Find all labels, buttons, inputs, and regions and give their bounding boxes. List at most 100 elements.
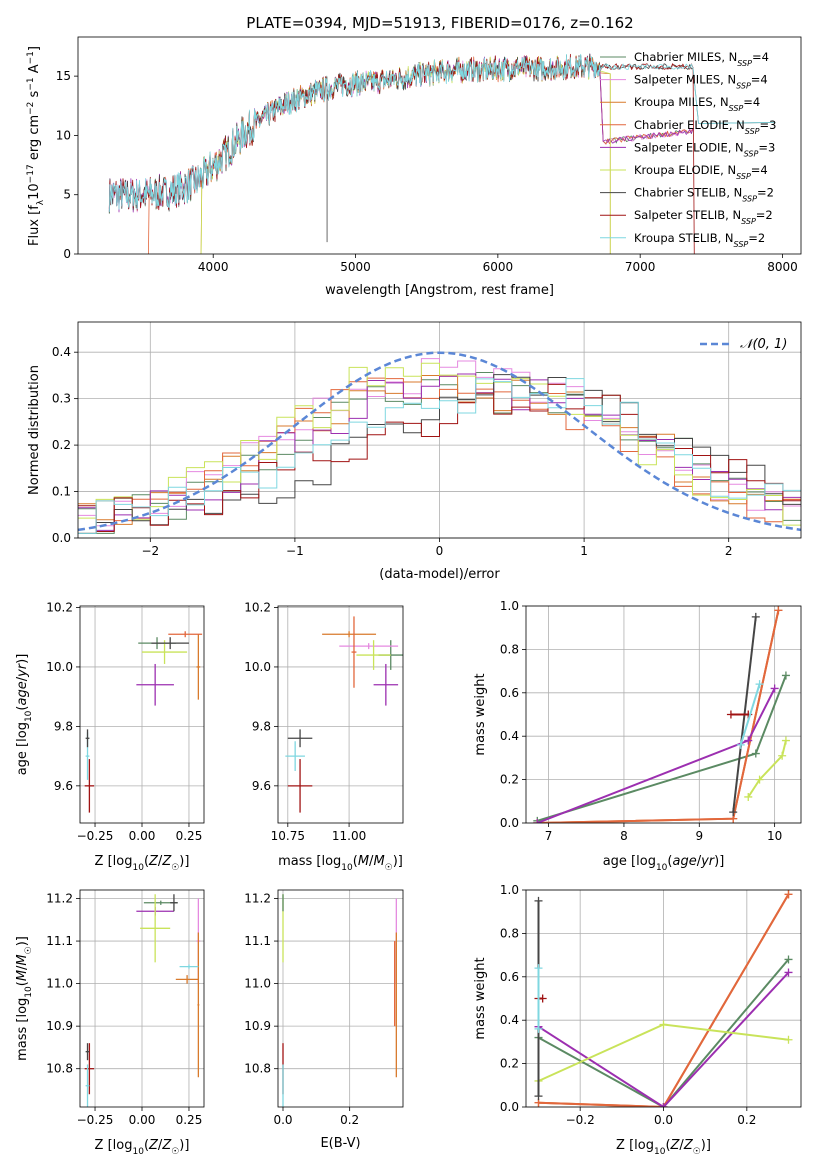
y-tick-label: 9.6 xyxy=(54,779,73,793)
y-tick-label: 0.4 xyxy=(52,345,71,359)
x-tick-label: 0.25 xyxy=(176,1113,203,1127)
y-tick-label: 0.2 xyxy=(500,1057,519,1071)
legend-label-normal: 𝒩(0, 1) xyxy=(740,337,787,352)
age-weight-marker-chabrier_elodie xyxy=(774,606,783,615)
z-weight-marker-salpeter_elodie xyxy=(659,1103,668,1107)
x-tick-label: 4000 xyxy=(198,260,229,274)
axes-frame xyxy=(79,889,205,1108)
x-tick-label: 10 xyxy=(767,829,782,843)
z-mass-point-salpeter_stelib xyxy=(84,1043,95,1095)
x-axis-label: mass [log10(M/M☉)] xyxy=(278,854,403,873)
legend-label-chabrier_miles: Chabrier MILES, NSSP=4 xyxy=(634,50,769,68)
x-axis-label: Z [log10(Z/Z☉)] xyxy=(616,1138,711,1157)
legend-label-chabrier_elodie: Chabrier ELODIE, NSSP=3 xyxy=(634,118,776,136)
x-tick-label: 11.00 xyxy=(332,829,366,843)
z-weight-marker-kroupa_stelib xyxy=(534,1024,543,1033)
y-tick-label: 0.6 xyxy=(500,970,519,984)
z-weight-line-chabrier_elodie xyxy=(538,893,790,1107)
z-age-point-chabrier_stelib xyxy=(151,637,189,650)
x-tick-label: 7 xyxy=(545,829,553,843)
y-tick-label: 0.8 xyxy=(500,926,519,940)
y-tick-label: 1.0 xyxy=(500,883,519,897)
y-tick-label: 10.0 xyxy=(244,660,271,674)
x-tick-label: 0.25 xyxy=(176,829,203,843)
age-weight-marker-chabrier_stelib xyxy=(751,612,760,621)
x-tick-label: 6000 xyxy=(483,260,514,274)
residuals-x-label: (data-model)/error xyxy=(379,567,500,582)
z-weight-marker-chabrier_elodie xyxy=(784,890,793,899)
z-mass-point-kroupa_stelib xyxy=(85,1064,90,1107)
legend-label-salpeter_miles: Salpeter MILES, NSSP=4 xyxy=(634,73,768,91)
age-weight-line-kroupa_stelib xyxy=(739,683,761,746)
mass-age-point-chabrier_elodie xyxy=(351,616,357,688)
age-weight-marker-kroupa_elodie xyxy=(755,775,764,784)
mass-age-point-kroupa_miles xyxy=(322,631,377,638)
z-age-points xyxy=(84,631,203,813)
y-tick-label: 11.0 xyxy=(244,977,271,991)
z-age-point-kroupa_elodie xyxy=(142,640,188,664)
x-tick-label: −0.25 xyxy=(77,829,114,843)
x-tick-label: 0.2 xyxy=(340,1113,359,1127)
y-axis-label: mass weight xyxy=(473,957,488,1039)
y-tick-label: 9.8 xyxy=(54,719,73,733)
x-tick-label: −0.25 xyxy=(77,1113,114,1127)
axes-frame xyxy=(79,605,205,824)
mass-age-panel: 10.75 11.00 9.6 9.8 10.0 10.2 mass [log10(M/M☉… xyxy=(244,600,404,873)
z-mass-points xyxy=(84,894,201,1107)
y-axis-label: mass weight xyxy=(473,673,488,755)
residual-histograms xyxy=(78,351,801,534)
age-weight-marker-salpeter_elodie xyxy=(744,736,753,745)
z-mass-panel: −0.25 0.00 0.25 10.8 10.9 11.0 11.1 11.2 Z [log1… xyxy=(15,889,205,1157)
z-mass-point-chabrier_stelib xyxy=(85,1043,90,1061)
z-mass-point-kroupa_miles xyxy=(197,932,200,1078)
y-tick-label: 10.9 xyxy=(46,1019,73,1033)
age-weight-marker-kroupa_elodie xyxy=(744,792,753,801)
y-axis-label: mass [log10(M/M☉)] xyxy=(15,936,34,1061)
z-weight-marker-chabrier_stelib xyxy=(534,896,543,905)
x-tick-label: 2 xyxy=(725,544,733,558)
x-tick-label: 1 xyxy=(580,544,588,558)
y-tick-label: 10 xyxy=(56,128,71,142)
y-tick-label: 9.6 xyxy=(252,779,271,793)
residuals-panel: −2 −1 0 1 2 0.0 0.1 0.2 0.3 0.4 𝒩(0, 1) (data-model… xyxy=(27,321,802,582)
z-weight-marker-salpeter_elodie xyxy=(784,968,793,977)
spectrum-y-label: Flux [fλ10−17 erg cm−2 s−1 A−1] xyxy=(26,46,46,246)
z-age-point-salpeter_elodie xyxy=(136,663,174,706)
legend-label-chabrier_stelib: Chabrier STELIB, NSSP=2 xyxy=(634,186,774,204)
y-tick-label: 10.2 xyxy=(46,600,73,614)
z-age-point-salpeter_stelib xyxy=(84,759,95,813)
y-tick-label: 5 xyxy=(63,188,71,202)
age-weight-marker-kroupa_elodie xyxy=(781,736,790,745)
ebv-mass-points xyxy=(282,894,397,1107)
age-weight-marker-chabrier_stelib xyxy=(729,808,738,817)
legend-label-kroupa_stelib: Kroupa STELIB, NSSP=2 xyxy=(634,231,765,249)
z-weight-marker-kroupa_elodie xyxy=(659,1020,668,1029)
legend-label-salpeter_elodie: Salpeter ELODIE, NSSP=3 xyxy=(634,140,775,158)
z-mass-point-chabrier_stelib xyxy=(170,894,178,912)
z-weight-marker-kroupa_elodie xyxy=(784,1035,793,1044)
legend-label-salpeter_stelib: Salpeter STELIB, NSSP=2 xyxy=(634,208,773,226)
age-weight-marker-chabrier_miles xyxy=(781,671,790,680)
axes-frame xyxy=(525,605,802,824)
y-tick-label: 11.2 xyxy=(244,892,271,906)
y-tick-label: 0.4 xyxy=(500,1013,519,1027)
z-weight-panel: −0.2 0.0 0.2 0.0 0.2 0.4 0.6 0.8 1.0 mass weight Z… xyxy=(473,883,802,1157)
z-age-point-chabrier_stelib xyxy=(85,729,90,748)
y-tick-label: 10.9 xyxy=(244,1019,271,1033)
x-axis-label: Z [log10(Z/Z☉)] xyxy=(95,1138,190,1157)
histogram-kroupa_stelib xyxy=(78,378,801,534)
y-tick-label: 15 xyxy=(56,69,71,83)
mass-age-point-salpeter_stelib xyxy=(287,759,313,813)
y-tick-label: 11.2 xyxy=(46,892,73,906)
x-tick-label: −1 xyxy=(286,544,304,558)
ebv-mass-panel: 0.0 0.2 10.8 10.9 11.0 11.1 11.2 E(B-V) xyxy=(244,889,404,1151)
x-axis-label: E(B-V) xyxy=(320,1136,360,1151)
age-weight-line-chabrier_elodie xyxy=(537,610,780,823)
age-weight-marker-kroupa_elodie xyxy=(778,751,787,760)
x-tick-label: 8 xyxy=(620,829,628,843)
y-tick-label: 11.1 xyxy=(244,934,271,948)
spectrum-legend: Chabrier MILES, NSSP=4 Salpeter MILES, NS… xyxy=(600,50,776,248)
x-tick-label: 0.2 xyxy=(737,1113,756,1127)
y-tick-label: 11.0 xyxy=(46,977,73,991)
axes-frame xyxy=(277,605,404,824)
